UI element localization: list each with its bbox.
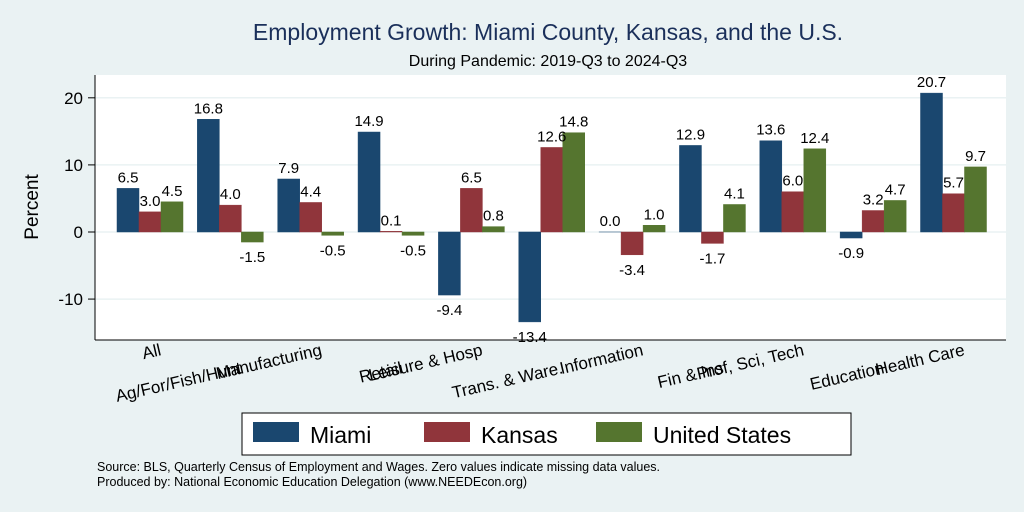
- bar-kansas: [620, 231, 644, 256]
- bar-miami: [357, 131, 381, 233]
- bar-miami: [277, 178, 300, 233]
- bar-kansas: [299, 202, 322, 233]
- data-label: -0.9: [838, 245, 864, 262]
- data-label: 0.0: [600, 213, 621, 230]
- y-axis-label: Percent: [22, 174, 43, 240]
- bar-miami: [197, 119, 220, 233]
- data-label: 4.4: [300, 183, 321, 200]
- data-label: 16.8: [194, 100, 223, 117]
- data-label: 7.9: [278, 160, 299, 177]
- data-label: -1.5: [239, 249, 265, 266]
- legend-label: Kansas: [481, 422, 558, 448]
- data-label: 6.0: [782, 173, 803, 190]
- bar-united-states: [562, 132, 585, 233]
- data-label: 0.1: [381, 212, 402, 229]
- data-label: -0.5: [400, 242, 426, 259]
- bar-kansas: [219, 204, 242, 233]
- bar-united-states: [482, 226, 505, 233]
- data-label: 12.4: [800, 130, 829, 147]
- producer-note: Produced by: National Economic Education…: [97, 475, 527, 489]
- data-label: -1.7: [700, 250, 726, 267]
- legend-swatch-united-states: [596, 422, 642, 442]
- data-label: 20.7: [917, 74, 946, 91]
- data-label: 14.8: [559, 114, 588, 131]
- legend-label: Miami: [310, 422, 371, 448]
- bar-kansas: [540, 147, 563, 233]
- bar-kansas: [379, 231, 403, 233]
- data-label: 9.7: [965, 148, 986, 165]
- data-label: 4.7: [885, 181, 906, 198]
- data-label: 4.5: [162, 183, 183, 200]
- data-label: 14.9: [354, 113, 383, 130]
- data-label: 6.5: [461, 169, 482, 186]
- data-label: -0.5: [320, 242, 346, 259]
- x-category-label: All: [140, 340, 163, 363]
- legend-swatch-kansas: [424, 422, 470, 442]
- legend-swatch-miami: [253, 422, 299, 442]
- data-label: 3.0: [140, 193, 161, 210]
- legend: Miami Kansas United States: [241, 412, 852, 456]
- y-tick-label: 10: [64, 156, 83, 175]
- data-label: 12.6: [537, 128, 566, 145]
- data-label: 5.7: [943, 175, 964, 192]
- y-tick-label: -10: [58, 290, 83, 309]
- bar-united-states: [642, 225, 666, 233]
- bar-miami: [759, 140, 783, 233]
- data-label: -3.4: [619, 262, 645, 279]
- data-label: -9.4: [436, 302, 462, 319]
- bar-united-states: [803, 148, 827, 233]
- bar-united-states: [401, 231, 425, 236]
- bar-united-states: [321, 231, 344, 236]
- bar-miami: [920, 92, 943, 233]
- data-label: -13.4: [513, 329, 547, 346]
- source-note: Source: BLS, Quarterly Census of Employm…: [97, 460, 660, 474]
- bar-united-states: [241, 231, 264, 243]
- bar-united-states: [723, 204, 746, 233]
- data-label: 6.5: [118, 169, 139, 186]
- data-label: 1.0: [644, 206, 665, 223]
- bar-miami: [679, 145, 702, 233]
- chart-title: Employment Growth: Miami County, Kansas,…: [253, 19, 843, 45]
- data-label: 12.9: [676, 126, 705, 143]
- data-label: 0.8: [483, 208, 504, 225]
- bar-united-states: [160, 201, 184, 233]
- bar-united-states: [883, 200, 907, 233]
- bar-kansas: [942, 193, 965, 233]
- bar-kansas: [138, 211, 162, 233]
- y-tick-label: 20: [64, 89, 83, 108]
- bar-miami: [518, 231, 541, 323]
- bar-miami: [839, 231, 863, 239]
- bar-united-states: [964, 166, 987, 233]
- bar-miami: [116, 188, 140, 233]
- bar-kansas: [781, 191, 805, 233]
- bar-miami: [438, 231, 461, 296]
- chart-subtitle: During Pandemic: 2019-Q3 to 2024-Q3: [409, 53, 687, 70]
- bar-kansas: [460, 188, 483, 233]
- data-label: 13.6: [756, 122, 785, 139]
- bar-kansas: [701, 231, 724, 244]
- legend-label: United States: [653, 422, 791, 448]
- data-label: 4.0: [220, 186, 241, 203]
- y-tick-label: 0: [74, 223, 83, 242]
- data-label: 3.2: [863, 192, 884, 209]
- bar-kansas: [861, 210, 885, 233]
- legend-box: [241, 412, 852, 456]
- data-label: 4.1: [724, 185, 745, 202]
